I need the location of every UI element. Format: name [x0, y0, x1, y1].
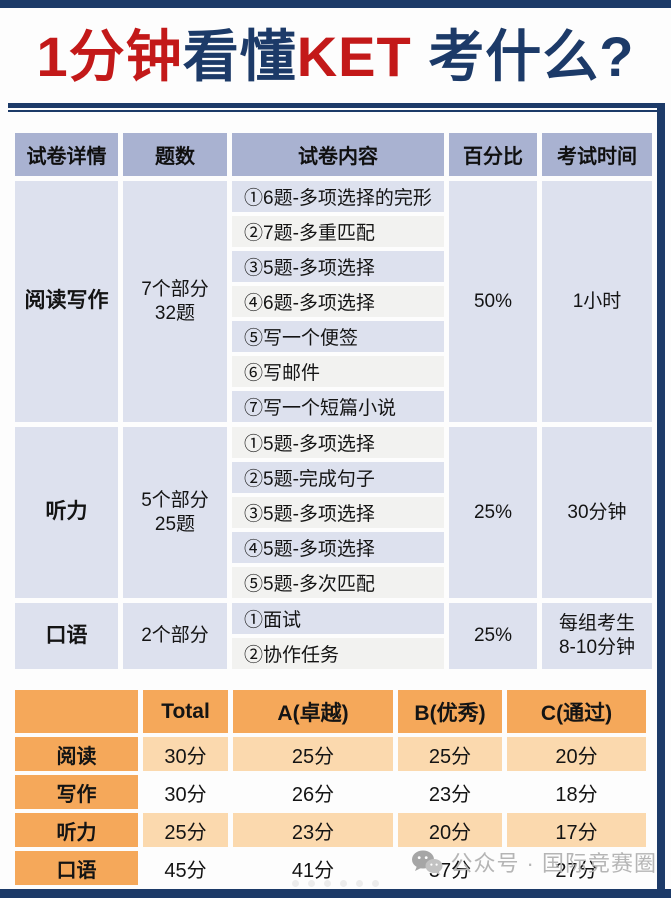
- score-value: 26分: [233, 775, 393, 809]
- title-part-3: KET: [296, 25, 412, 88]
- score-row-listening: 听力 25分 23分 20分 17分: [15, 813, 651, 847]
- score-row-speaking: 口语 45分 41分 37分 27分: [15, 851, 651, 885]
- score-value: 20分: [507, 737, 646, 771]
- section-parts: 7个部分 32题: [123, 181, 227, 422]
- score-row-writing: 写作 30分 26分 23分 18分: [15, 775, 651, 809]
- score-value: 23分: [398, 775, 502, 809]
- score-value: 30分: [143, 737, 228, 771]
- section-content-list: ①5题-多项选择 ②5题-完成句子 ③5题-多项选择 ④5题-多项选择 ⑤5题-…: [232, 427, 444, 598]
- score-col-header-grade-c: C(通过): [507, 690, 646, 733]
- score-value: 25分: [143, 813, 228, 847]
- content-item: ⑥写邮件: [232, 356, 444, 387]
- title-part-1: 1分钟: [36, 25, 183, 88]
- wechat-icon: [411, 849, 443, 876]
- col-header-percentage: 百分比: [449, 133, 537, 176]
- section-parts: 5个部分 25题: [123, 427, 227, 598]
- content-item: ⑦写一个短篇小说: [232, 391, 444, 422]
- section-percentage: 25%: [449, 427, 537, 598]
- section-content-list: ①面试 ②协作任务: [232, 603, 444, 669]
- section-label: 口语: [15, 603, 118, 669]
- col-header-paper-content: 试卷内容: [232, 133, 444, 176]
- col-header-paper-detail: 试卷详情: [15, 133, 118, 176]
- score-value: 17分: [507, 813, 646, 847]
- content-item: ②5题-完成句子: [232, 462, 444, 493]
- score-row-reading: 阅读 30分 25分 25分 20分: [15, 737, 651, 771]
- section-exam-time: 每组考生 8-10分钟: [542, 603, 652, 669]
- section-reading-writing: 阅读写作 7个部分 32题 ①6题-多项选择的完形 ②7题-多重匹配 ③5题-多…: [15, 181, 652, 422]
- watermark: 公众号 · 国际竞赛圈: [411, 846, 657, 878]
- score-col-header-total: Total: [143, 690, 228, 733]
- section-percentage: 25%: [449, 603, 537, 669]
- content-item: ③5题-多项选择: [232, 251, 444, 282]
- col-header-question-count: 题数: [123, 133, 227, 176]
- page-indicator-dots: [292, 880, 379, 887]
- content-item: ⑤写一个便签: [232, 321, 444, 352]
- score-value: 23分: [233, 813, 393, 847]
- score-value: 25分: [398, 737, 502, 771]
- score-value: 27分: [507, 851, 646, 885]
- watermark-text: 公众号 · 国际竞赛圈: [450, 851, 657, 876]
- score-col-header-grade-b: B(优秀): [398, 690, 502, 733]
- top-accent-bar: [0, 0, 671, 8]
- section-exam-time: 1小时: [542, 181, 652, 422]
- exam-table-header-row: 试卷详情 题数 试卷内容 百分比 考试时间: [15, 133, 652, 176]
- score-table-header-row: Total A(卓越) B(优秀) C(通过): [15, 690, 651, 733]
- score-row-label: 口语: [15, 851, 138, 885]
- content-item: ⑤5题-多次匹配: [232, 567, 444, 598]
- content-item: ①面试: [232, 603, 444, 634]
- section-label: 听力: [15, 427, 118, 598]
- section-parts: 2个部分: [123, 603, 227, 669]
- section-percentage: 50%: [449, 181, 537, 422]
- score-value: 25分: [233, 737, 393, 771]
- content-item: ①5题-多项选择: [232, 427, 444, 458]
- score-col-header-empty: [15, 690, 138, 733]
- score-value: 30分: [143, 775, 228, 809]
- section-label: 阅读写作: [15, 181, 118, 422]
- content-item: ④5题-多项选择: [232, 532, 444, 563]
- score-value: 18分: [507, 775, 646, 809]
- right-accent-border: [657, 103, 665, 898]
- bottom-accent-bar: [0, 889, 671, 898]
- content-item: ②协作任务: [232, 638, 444, 669]
- section-exam-time: 30分钟: [542, 427, 652, 598]
- score-value: 45分: [143, 851, 228, 885]
- score-row-label: 阅读: [15, 737, 138, 771]
- content-item: ②7题-多重匹配: [232, 216, 444, 247]
- section-content-list: ①6题-多项选择的完形 ②7题-多重匹配 ③5题-多项选择 ④6题-多项选择 ⑤…: [232, 181, 444, 422]
- page-title: 1分钟看懂KET 考什么?: [0, 22, 671, 92]
- score-row-label: 听力: [15, 813, 138, 847]
- score-col-header-grade-a: A(卓越): [233, 690, 393, 733]
- section-listening: 听力 5个部分 25题 ①5题-多项选择 ②5题-完成句子 ③5题-多项选择 ④…: [15, 427, 652, 598]
- content-item: ③5题-多项选择: [232, 497, 444, 528]
- section-speaking: 口语 2个部分 ①面试 ②协作任务 25% 每组考生 8-10分钟: [15, 603, 652, 669]
- content-item: ①6题-多项选择的完形: [232, 181, 444, 212]
- exam-table: 试卷详情 题数 试卷内容 百分比 考试时间 阅读写作 7个部分 32题 ①6题-…: [15, 133, 652, 674]
- title-divider: [8, 103, 657, 112]
- col-header-exam-time: 考试时间: [542, 133, 652, 176]
- content-item: ④6题-多项选择: [232, 286, 444, 317]
- score-value: 20分: [398, 813, 502, 847]
- score-value: 41分: [233, 851, 393, 885]
- title-part-2: 看懂: [182, 25, 297, 88]
- title-part-4: 考什么?: [411, 25, 635, 88]
- score-row-label: 写作: [15, 775, 138, 809]
- score-table: Total A(卓越) B(优秀) C(通过) 阅读 30分 25分 25分 2…: [15, 690, 651, 889]
